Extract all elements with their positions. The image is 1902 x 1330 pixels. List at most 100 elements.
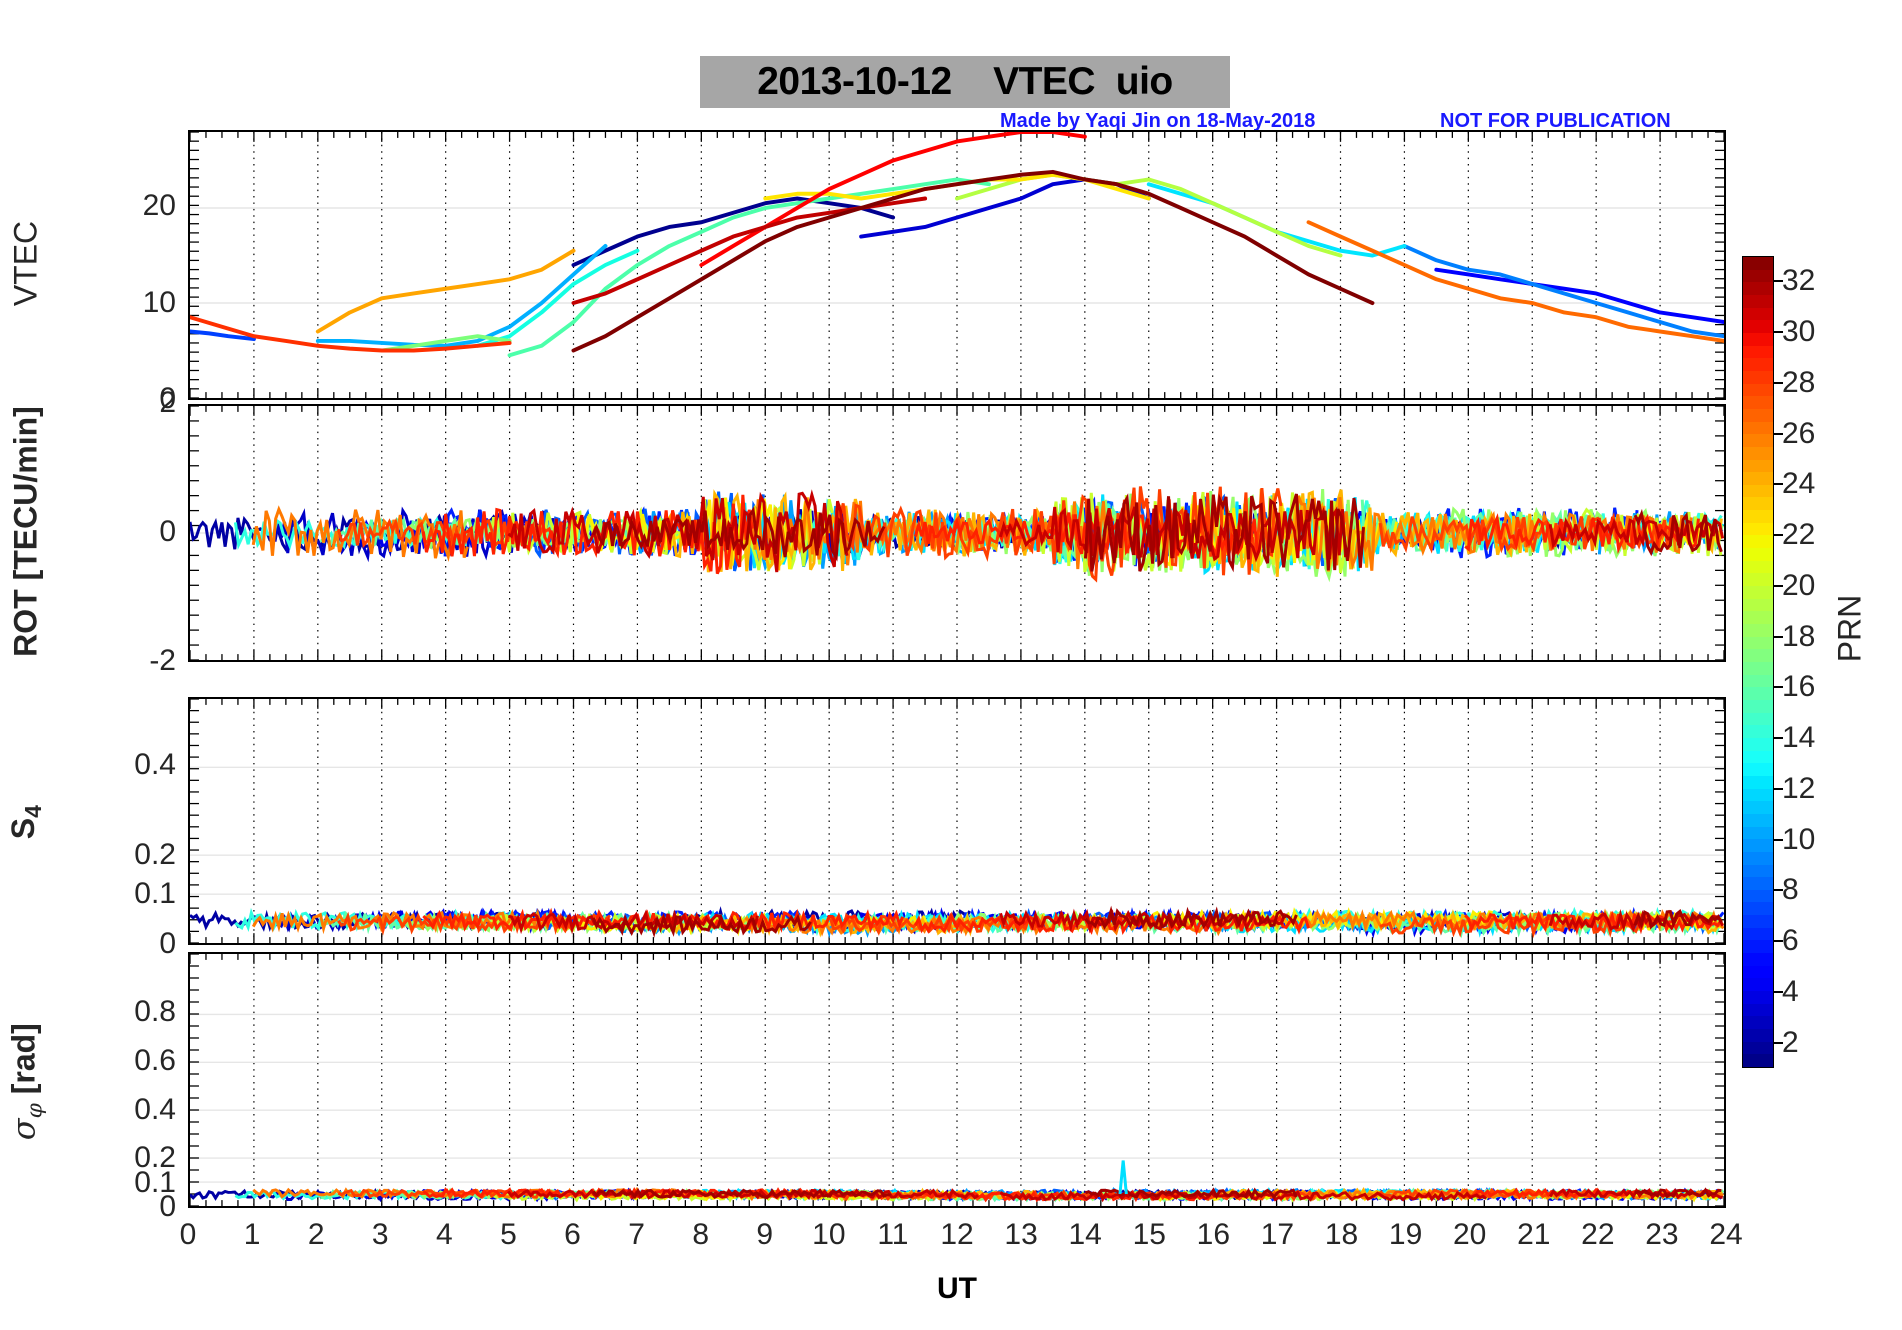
colorbar-segment	[1743, 687, 1773, 700]
x-tick-7: 7	[628, 1218, 645, 1251]
colorbar-segment	[1743, 345, 1773, 359]
y-tick-sigmaphi-0p1: 0.1	[134, 1165, 176, 1199]
colorbar-segment	[1743, 396, 1773, 409]
colorbar-segment	[1743, 624, 1773, 637]
colorbar-tick-22: 22	[1782, 518, 1816, 552]
colorbar-tick-6: 6	[1782, 924, 1799, 958]
y-tick-s4-0p4: 0.4	[134, 748, 176, 782]
colorbar-segment	[1743, 1041, 1773, 1055]
colorbar-segment	[1743, 320, 1773, 333]
colorbar-segment	[1743, 991, 1773, 1004]
x-tick-18: 18	[1324, 1218, 1359, 1251]
colorbar-tickmark	[1774, 686, 1783, 689]
sigmaphi-trace-prn-32	[1634, 1187, 1722, 1199]
colorbar-segment	[1743, 1054, 1773, 1067]
colorbar-segment	[1743, 1029, 1773, 1042]
vtec-trace-prn-2	[571, 196, 896, 267]
colorbar-segment	[1743, 358, 1773, 371]
x-tick-16: 16	[1196, 1218, 1231, 1251]
vtec-trace-prn-16	[507, 177, 991, 358]
y-tick-rot-2: 2	[159, 386, 176, 419]
colorbar-segment	[1743, 598, 1773, 612]
y-tick-sigmaphi-0p2: 0.2	[134, 1141, 176, 1175]
colorbar-tick-14: 14	[1782, 721, 1816, 755]
colorbar-tick-32: 32	[1782, 264, 1816, 298]
vtec-trace-prn-8	[1402, 244, 1724, 339]
colorbar-tickmark	[1774, 889, 1783, 892]
x-tick-10: 10	[812, 1218, 846, 1251]
vtec-trace-prn-24	[315, 248, 576, 334]
colorbar-segment	[1743, 915, 1773, 928]
y-tick-s4-0p1: 0.1	[134, 877, 176, 911]
s4-trace-prn-32	[591, 912, 812, 938]
s4-trace-prn-29	[1464, 910, 1723, 936]
not-for-publication-annotation: NOT FOR PUBLICATION	[1440, 110, 1671, 132]
rot-trace-prn-26	[251, 505, 469, 562]
y-tick-vtec-10: 10	[142, 285, 176, 319]
s4-trace-prn-28	[1379, 911, 1651, 939]
vtec-trace-prn-10	[315, 244, 608, 348]
colorbar-tickmark	[1774, 737, 1783, 740]
x-tick-17: 17	[1260, 1218, 1295, 1251]
colorbar-segment	[1743, 889, 1773, 903]
colorbar-tick-18: 18	[1782, 619, 1816, 653]
x-tick-20: 20	[1452, 1218, 1487, 1251]
sigmaphi-trace-prn-31	[507, 1187, 979, 1201]
vtec-trace-prn-32	[571, 169, 1375, 353]
x-tick-4: 4	[435, 1218, 453, 1251]
colorbar-segment	[1743, 446, 1773, 460]
colorbar-segment	[1743, 1003, 1773, 1017]
x-tick-23: 23	[1645, 1218, 1679, 1251]
vtec-trace-prn-26	[1306, 220, 1724, 343]
x-tick-3: 3	[371, 1218, 389, 1251]
colorbar-segment	[1743, 535, 1773, 549]
colorbar-segment	[1743, 332, 1773, 346]
x-tick-15: 15	[1132, 1218, 1166, 1251]
x-tick-22: 22	[1581, 1218, 1615, 1251]
colorbar-segment	[1743, 1016, 1773, 1030]
y-axis-label-s4: S4	[4, 805, 47, 840]
colorbar-segment	[1743, 257, 1773, 270]
colorbar-segment	[1743, 864, 1773, 878]
colorbar-segment	[1743, 674, 1773, 688]
colorbar-segment	[1743, 573, 1773, 587]
colorbar-segment	[1743, 370, 1773, 384]
colorbar-tick-8: 8	[1782, 873, 1799, 907]
colorbar-tick-20: 20	[1782, 568, 1816, 602]
colorbar-segment	[1743, 965, 1773, 979]
colorbar-tickmark	[1774, 584, 1783, 587]
colorbar-tick-26: 26	[1782, 416, 1816, 450]
colorbar-segment	[1743, 434, 1773, 447]
colorbar-tickmark	[1774, 1041, 1783, 1044]
y-axis-label-vtec: VTEC	[7, 220, 44, 307]
plot-panel-rot	[188, 404, 1726, 662]
rot-trace-prn-32	[1633, 508, 1723, 557]
x-tick-1: 1	[243, 1218, 261, 1251]
colorbar-segment	[1743, 307, 1773, 321]
rot-trace-prn-32	[591, 506, 886, 562]
colorbar-segment	[1743, 763, 1773, 776]
colorbar-tickmark	[1774, 635, 1783, 638]
colorbar-segment	[1743, 636, 1773, 650]
colorbar-tick-4: 4	[1782, 974, 1799, 1008]
colorbar-segment	[1743, 801, 1773, 814]
colorbar-tickmark	[1774, 787, 1783, 790]
colorbar-segment	[1743, 750, 1773, 764]
colorbar-segment	[1743, 510, 1773, 523]
colorbar-label: PRN	[1831, 594, 1868, 663]
colorbar-segment	[1743, 383, 1773, 397]
colorbar-tick-28: 28	[1782, 365, 1816, 399]
y-tick-vtec-0: 0	[159, 382, 176, 415]
colorbar-segment	[1743, 484, 1773, 498]
colorbar-segment	[1743, 421, 1773, 435]
x-tick-14: 14	[1068, 1218, 1102, 1251]
colorbar-segment	[1743, 851, 1773, 865]
y-tick-sigmaphi-0: 0	[159, 1190, 176, 1223]
s4-trace-prn-29	[914, 911, 1311, 936]
colorbar-tickmark	[1774, 381, 1783, 384]
colorbar-segment	[1743, 269, 1773, 283]
vtec-trace-prn-28	[190, 315, 512, 353]
colorbar-segment	[1743, 497, 1773, 511]
colorbar-segment	[1743, 712, 1773, 726]
colorbar-segment	[1743, 408, 1773, 422]
